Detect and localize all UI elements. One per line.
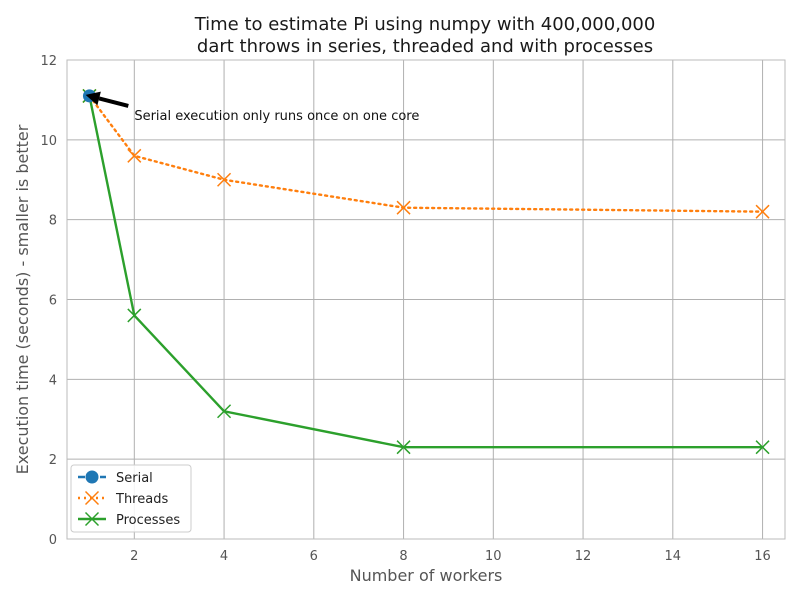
annotation-arrow-shaft [98,96,129,108]
data-point-threads [755,204,770,219]
x-tick-label: 14 [665,549,682,564]
grid-lines [67,59,785,540]
chart-title-line-2: dart throws in series, threaded and with… [197,36,653,57]
legend-item-threads: Threads [78,490,168,507]
legend-marker-serial [85,470,99,484]
legend-label-serial: Serial [116,471,153,486]
data-point-threads [396,200,411,215]
series-processes [82,88,770,455]
y-tick-label: 4 [49,373,57,388]
y-tick-label: 0 [49,533,57,548]
y-tick-label: 10 [40,134,57,149]
x-tick-label: 2 [130,549,138,564]
data-point-processes [127,308,142,323]
x-tick-label: 6 [310,549,318,564]
series-line-processes [88,94,764,449]
chart-title-line-1: Time to estimate Pi using numpy with 400… [194,14,656,35]
x-axis-label: Number of workers [350,566,503,585]
series-layer [82,88,770,455]
legend-item-processes: Processes [78,511,180,528]
legend-label-threads: Threads [115,492,168,507]
legend: Serial Threads Processes [70,464,192,533]
y-tick-label: 8 [49,214,57,229]
x-tick-label: 8 [399,549,407,564]
annotation-layer: Serial execution only runs once on one c… [85,91,419,124]
legend-label-processes: Processes [116,513,180,528]
x-tick-label: 10 [485,549,502,564]
legend-marker-processes [84,511,100,527]
legend-item-serial: Serial [78,470,153,486]
tick-labels: 2 4 6 8 10 12 14 16 0 2 4 6 8 10 12 [40,54,770,564]
x-tick-label: 12 [575,549,592,564]
y-tick-label: 12 [40,54,57,69]
data-point-processes [396,440,411,455]
legend-marker-threads [84,490,100,506]
data-point-threads [127,148,142,163]
annotation-arrow-head [85,91,101,106]
y-axis-label: Execution time (seconds) - smaller is be… [13,124,32,474]
x-tick-label: 4 [220,549,228,564]
y-tick-label: 2 [49,453,57,468]
data-point-threads [217,172,232,187]
annotation-text: Serial execution only runs once on one c… [134,109,419,124]
data-point-processes [217,404,232,419]
legend-frame [70,464,192,533]
x-tick-label: 16 [754,549,771,564]
data-point-processes [755,440,770,455]
plot-frame [66,59,786,540]
y-tick-label: 6 [49,294,57,309]
